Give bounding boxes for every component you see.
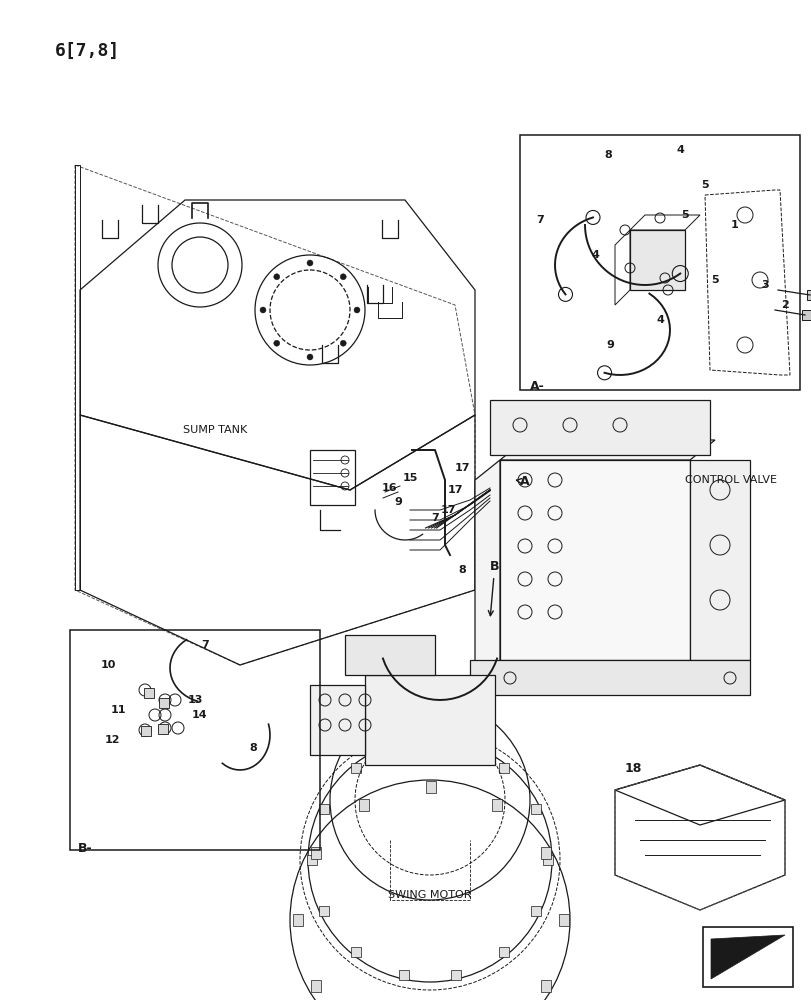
Text: 5: 5 [680, 210, 688, 220]
Bar [144, 688, 154, 698]
Bar [558, 914, 569, 926]
Text: 15: 15 [401, 473, 417, 483]
Bar [70, 630, 320, 850]
Bar [689, 460, 749, 660]
Circle shape [354, 307, 359, 313]
Text: 2: 2 [780, 300, 788, 310]
Polygon shape [710, 935, 784, 979]
Bar [500, 460, 689, 660]
Bar [359, 799, 369, 811]
Text: 18: 18 [624, 762, 642, 775]
Text: SUMP TANK: SUMP TANK [182, 425, 247, 435]
Bar [345, 635, 435, 675]
Bar [519, 135, 799, 390]
Text: 8: 8 [603, 150, 611, 160]
Text: 8: 8 [457, 565, 466, 575]
Bar [702, 927, 792, 987]
Circle shape [260, 307, 266, 313]
Bar [311, 980, 320, 992]
Polygon shape [470, 660, 749, 695]
Circle shape [273, 340, 280, 346]
Bar [492, 799, 502, 811]
Polygon shape [500, 440, 714, 460]
Text: 7: 7 [431, 513, 438, 523]
Circle shape [307, 354, 312, 360]
Text: 4: 4 [676, 145, 683, 155]
Text: 3: 3 [760, 280, 768, 290]
Bar [451, 970, 461, 980]
Bar [159, 698, 169, 708]
Text: 10: 10 [101, 660, 115, 670]
Bar [451, 740, 461, 750]
Bar [141, 726, 151, 736]
Text: 13: 13 [187, 695, 203, 705]
Bar [365, 675, 495, 765]
Text: B-: B- [78, 842, 92, 855]
Bar [543, 855, 552, 865]
Bar [398, 970, 408, 980]
Bar [806, 290, 811, 300]
Bar [489, 400, 709, 455]
Text: 16: 16 [382, 483, 397, 493]
Text: SWING MOTOR: SWING MOTOR [388, 890, 471, 900]
Bar [540, 980, 551, 992]
Bar [318, 804, 328, 814]
Text: 8: 8 [249, 743, 256, 753]
Text: 5: 5 [701, 180, 708, 190]
Bar [498, 763, 508, 773]
Bar [498, 947, 508, 957]
Bar [398, 740, 408, 750]
Text: A-: A- [530, 380, 544, 393]
Bar [351, 947, 361, 957]
Polygon shape [474, 460, 500, 680]
Bar [318, 906, 328, 916]
Bar [629, 230, 684, 290]
Circle shape [307, 260, 312, 266]
Text: 17: 17 [440, 505, 455, 515]
Text: CONTROL VALVE: CONTROL VALVE [684, 475, 776, 485]
Bar [540, 847, 551, 859]
Bar [426, 781, 436, 793]
Circle shape [340, 340, 345, 346]
Text: B: B [487, 560, 499, 616]
Bar [351, 763, 361, 773]
Text: A: A [516, 475, 529, 488]
Text: 9: 9 [393, 497, 401, 507]
Circle shape [273, 274, 280, 280]
Circle shape [340, 274, 345, 280]
Text: 7: 7 [201, 640, 208, 650]
Bar [530, 906, 541, 916]
Bar [307, 855, 316, 865]
Text: 7: 7 [535, 215, 543, 225]
Text: 14: 14 [192, 710, 208, 720]
Text: 9: 9 [605, 340, 613, 350]
Bar [530, 804, 541, 814]
Bar [310, 685, 365, 755]
Bar [310, 450, 354, 505]
Bar [158, 724, 168, 734]
Text: 6[7,8]: 6[7,8] [55, 42, 120, 60]
Text: 5: 5 [710, 275, 718, 285]
Bar [293, 914, 303, 926]
Text: 17: 17 [453, 463, 470, 473]
Text: 1: 1 [730, 220, 738, 230]
Bar [311, 847, 320, 859]
Text: 4: 4 [655, 315, 663, 325]
Bar [801, 310, 811, 320]
Text: 12: 12 [104, 735, 119, 745]
Text: 11: 11 [110, 705, 126, 715]
Text: 4: 4 [590, 250, 599, 260]
Text: 17: 17 [447, 485, 462, 495]
